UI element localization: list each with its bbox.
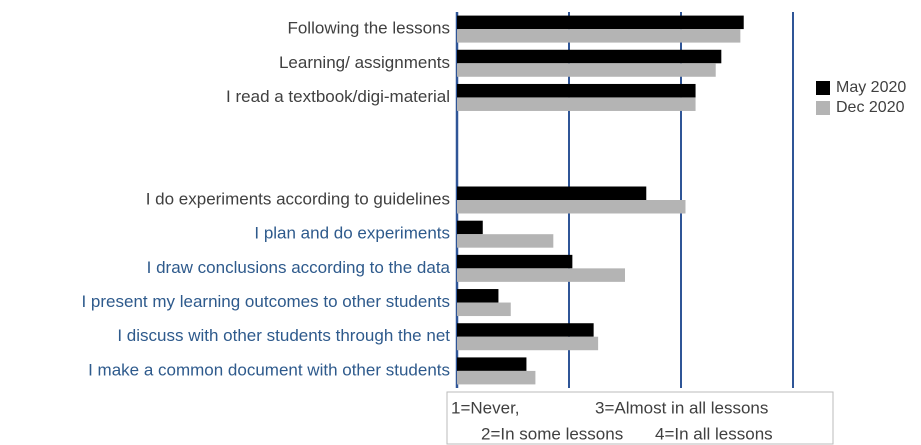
legend-swatch (816, 81, 830, 95)
legend-label: Dec 2020 (836, 99, 905, 116)
y-tick-label: I discuss with other students through th… (117, 326, 450, 345)
bar (457, 97, 696, 111)
y-tick-label: I draw conclusions according to the data (147, 258, 451, 277)
bar (457, 29, 741, 43)
bar (457, 186, 647, 200)
bar (457, 63, 716, 77)
bar (457, 357, 527, 371)
bar (457, 302, 511, 317)
note: 1=Never, (451, 398, 520, 417)
note: 4=In all lessons (655, 424, 773, 443)
note: 3=Almost in all lessons (595, 398, 768, 417)
bar (457, 15, 744, 30)
legend-swatch (816, 101, 830, 115)
bar (457, 289, 499, 303)
bar (457, 323, 594, 337)
y-tick-label: Following the lessons (287, 19, 450, 38)
note-box (446, 391, 834, 445)
bar (457, 200, 686, 214)
y-tick-label: Learning/ assignments (279, 53, 450, 72)
bar (457, 234, 554, 248)
bar (457, 370, 536, 385)
bar (457, 254, 573, 269)
bar (457, 83, 696, 98)
y-tick-label: I present my learning outcomes to other … (81, 292, 450, 311)
bar (457, 268, 625, 282)
bar (457, 220, 483, 235)
bar (457, 49, 722, 64)
y-tick-label: I read a textbook/digi-material (226, 87, 450, 106)
bar (457, 336, 599, 351)
note: 2=In some lessons (481, 424, 623, 443)
y-tick-label: I make a common document with other stud… (88, 360, 450, 379)
legend-label: May 2020 (836, 79, 906, 96)
y-tick-label: I plan and do experiments (254, 224, 450, 243)
y-tick-label: I do experiments according to guidelines (146, 189, 450, 208)
